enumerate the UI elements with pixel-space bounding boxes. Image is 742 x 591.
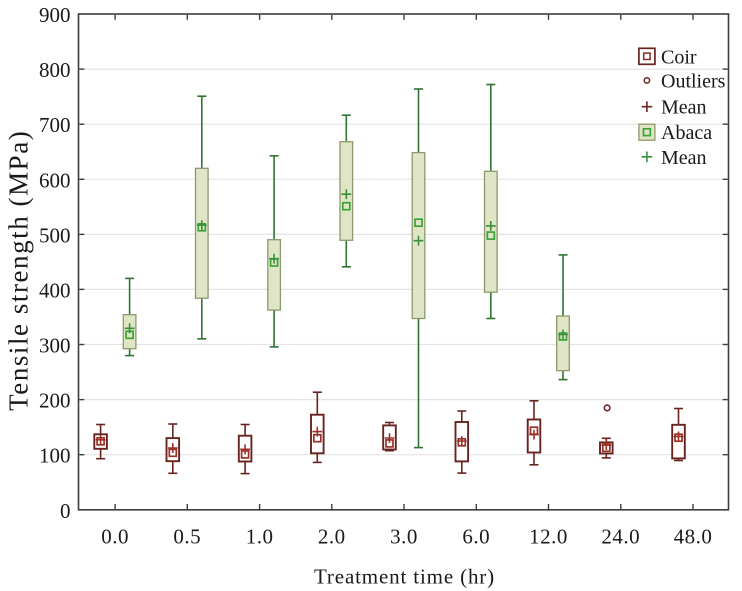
svg-text:600: 600 bbox=[39, 168, 71, 192]
svg-text:6.0: 6.0 bbox=[462, 524, 490, 548]
svg-text:500: 500 bbox=[39, 223, 71, 247]
svg-text:Treatment time (hr): Treatment time (hr) bbox=[314, 565, 495, 589]
svg-text:Outliers: Outliers bbox=[661, 70, 726, 92]
svg-text:1.0: 1.0 bbox=[246, 524, 274, 548]
svg-text:0: 0 bbox=[60, 499, 71, 523]
svg-text:3.0: 3.0 bbox=[390, 524, 418, 548]
svg-text:Tensile strength (MPa): Tensile strength (MPa) bbox=[4, 130, 34, 411]
svg-text:700: 700 bbox=[39, 113, 71, 137]
svg-text:12.0: 12.0 bbox=[529, 524, 568, 548]
svg-text:100: 100 bbox=[39, 444, 71, 468]
svg-text:48.0: 48.0 bbox=[674, 524, 713, 548]
svg-text:Abaca: Abaca bbox=[661, 122, 712, 144]
svg-text:0.0: 0.0 bbox=[101, 524, 129, 548]
svg-text:Coir: Coir bbox=[661, 46, 697, 68]
svg-text:2.0: 2.0 bbox=[318, 524, 346, 548]
svg-text:400: 400 bbox=[39, 278, 71, 302]
svg-text:Mean: Mean bbox=[661, 147, 707, 169]
svg-text:800: 800 bbox=[39, 58, 71, 82]
svg-text:900: 900 bbox=[39, 3, 71, 27]
svg-text:0.5: 0.5 bbox=[173, 524, 201, 548]
svg-text:200: 200 bbox=[39, 389, 71, 413]
svg-text:24.0: 24.0 bbox=[601, 524, 640, 548]
svg-text:300: 300 bbox=[39, 334, 71, 358]
svg-text:Mean: Mean bbox=[661, 97, 707, 119]
